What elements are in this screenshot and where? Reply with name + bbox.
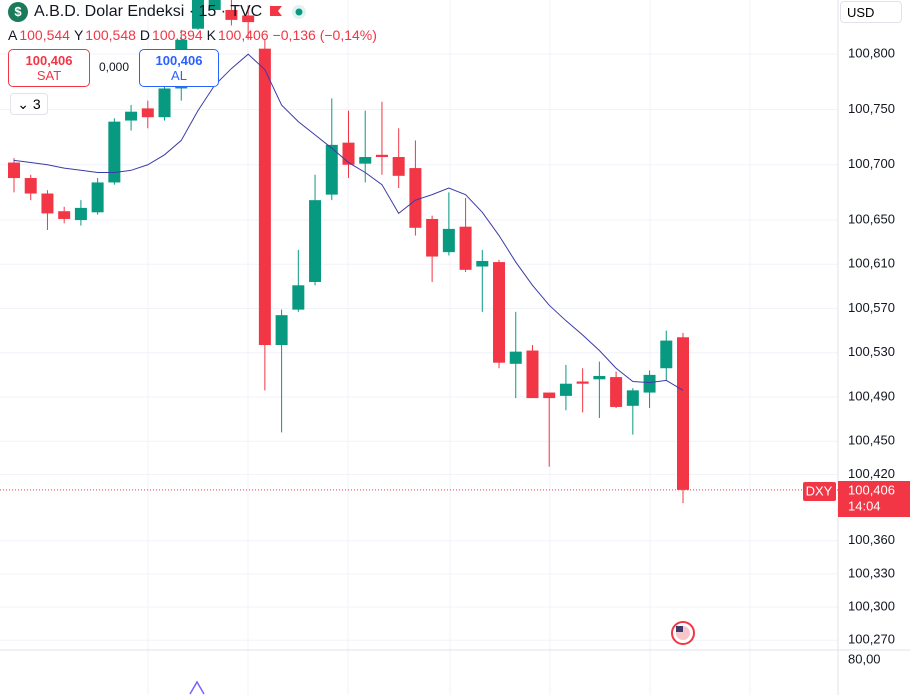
y-tick-label: 100,360 — [848, 532, 895, 547]
candle-body — [309, 200, 322, 282]
candle-body — [8, 162, 20, 179]
candle-body — [626, 390, 639, 406]
candle-body — [476, 260, 489, 267]
indicator-count: 3 — [32, 96, 41, 112]
sell-button[interactable]: 100,406 SAT — [8, 49, 90, 87]
symbol-title[interactable]: A.B.D. Dolar Endeksi · 15 · TVC — [34, 3, 263, 20]
y-tick-label: 100,330 — [848, 565, 895, 580]
candle-body — [660, 340, 673, 369]
candle-body — [543, 392, 556, 399]
ohlc-value: 100,406 — [217, 27, 269, 43]
buy-label: AL — [171, 68, 187, 83]
candle-body — [493, 262, 506, 363]
y-tick-label: 100,270 — [848, 632, 895, 647]
y-tick-label: 100,610 — [848, 256, 895, 271]
candle-body — [643, 374, 656, 393]
currency-button[interactable]: USD — [840, 1, 902, 23]
flag-shape — [270, 6, 283, 16]
candle-body — [426, 218, 439, 257]
ohlc-key: K — [206, 27, 216, 43]
price-tag-text: 100,406 — [848, 482, 895, 497]
ohlc-value: 100,544 — [19, 27, 70, 43]
candle-body — [191, 0, 204, 29]
candle-body — [292, 285, 305, 310]
candle-body — [41, 193, 54, 214]
flag-canton — [676, 626, 683, 632]
candle-body — [242, 15, 255, 23]
countdown: 14:04 — [848, 498, 881, 513]
candle-body — [526, 350, 539, 399]
y-tick-label: 100,650 — [848, 211, 895, 226]
y-tick-label: 100,530 — [848, 344, 895, 359]
sell-price: 100,406 — [25, 53, 73, 68]
grid — [0, 0, 838, 695]
candle-body — [158, 88, 171, 118]
y-tick-label: 100,450 — [848, 433, 895, 448]
candle-body — [509, 351, 522, 364]
ohlc-key: A — [8, 27, 18, 43]
candle-body — [459, 226, 472, 270]
symbol-header: $ A.B.D. Dolar Endeksi · 15 · TVC — [8, 2, 308, 22]
sell-label: SAT — [36, 68, 62, 83]
candle-body — [325, 144, 338, 195]
flag-button[interactable] — [268, 4, 284, 20]
flag-icon[interactable] — [671, 621, 695, 645]
candle-body — [275, 315, 288, 346]
currency: USD — [847, 5, 875, 20]
ohlc-key: Y — [73, 27, 84, 43]
candle-body — [593, 375, 606, 380]
spread: 0,000 — [99, 60, 130, 74]
event-marker[interactable] — [189, 680, 205, 695]
candle-body — [442, 228, 455, 253]
indicators-toggle[interactable]: ⌄ 3 — [10, 93, 48, 115]
status-dot — [292, 5, 307, 19]
y-tick-label: 100,700 — [848, 156, 895, 171]
y-tick-label: 100,420 — [848, 466, 895, 481]
symbol-logo: $ — [8, 2, 28, 22]
candle-body — [610, 377, 623, 407]
y-tick-label: 100,490 — [848, 388, 895, 403]
status-core — [295, 8, 303, 16]
moving-average — [13, 53, 684, 391]
price-tag — [838, 481, 910, 517]
candle-body — [677, 337, 689, 490]
symbol-tag — [803, 482, 836, 501]
change: −0,136 (−0,14%) — [272, 27, 377, 43]
buy-button[interactable]: 100,406 AL — [139, 49, 219, 87]
candle-body — [74, 207, 87, 221]
candle-body — [125, 111, 138, 121]
ohlc-value: 100,548 — [85, 27, 136, 43]
y-tick-label: 100,750 — [848, 101, 895, 116]
candle-body — [91, 182, 104, 213]
candle-body — [559, 383, 572, 396]
candle-body — [24, 178, 37, 194]
candle-body — [208, 0, 221, 10]
candle-body — [375, 154, 388, 158]
y-tick-label: 100,800 — [848, 46, 895, 61]
plot — [0, 0, 838, 504]
ohlc-key: D — [139, 27, 151, 43]
candle-body — [225, 9, 238, 20]
ohlc-legend: A 100,544 Y 100,548 D 100,394 K 100,406 −0,136 (… — [8, 27, 381, 43]
y-tick-label: 100,570 — [848, 300, 895, 315]
candle-body — [392, 157, 405, 176]
candle-body — [58, 211, 71, 219]
ohlc-value: 100,394 — [152, 27, 203, 43]
candle-body — [108, 121, 121, 183]
buy-price: 100,406 — [155, 53, 203, 68]
candle-body — [359, 157, 372, 164]
candle-body — [576, 381, 589, 384]
candle-body — [141, 108, 154, 118]
candle-body — [342, 142, 355, 165]
y-tick-label: 100,300 — [848, 599, 895, 614]
volume-tick-label: 80,00 — [848, 651, 881, 666]
candle-body — [258, 48, 271, 346]
candle-body — [409, 168, 422, 228]
symbol-tag-text: DXY — [806, 483, 833, 498]
